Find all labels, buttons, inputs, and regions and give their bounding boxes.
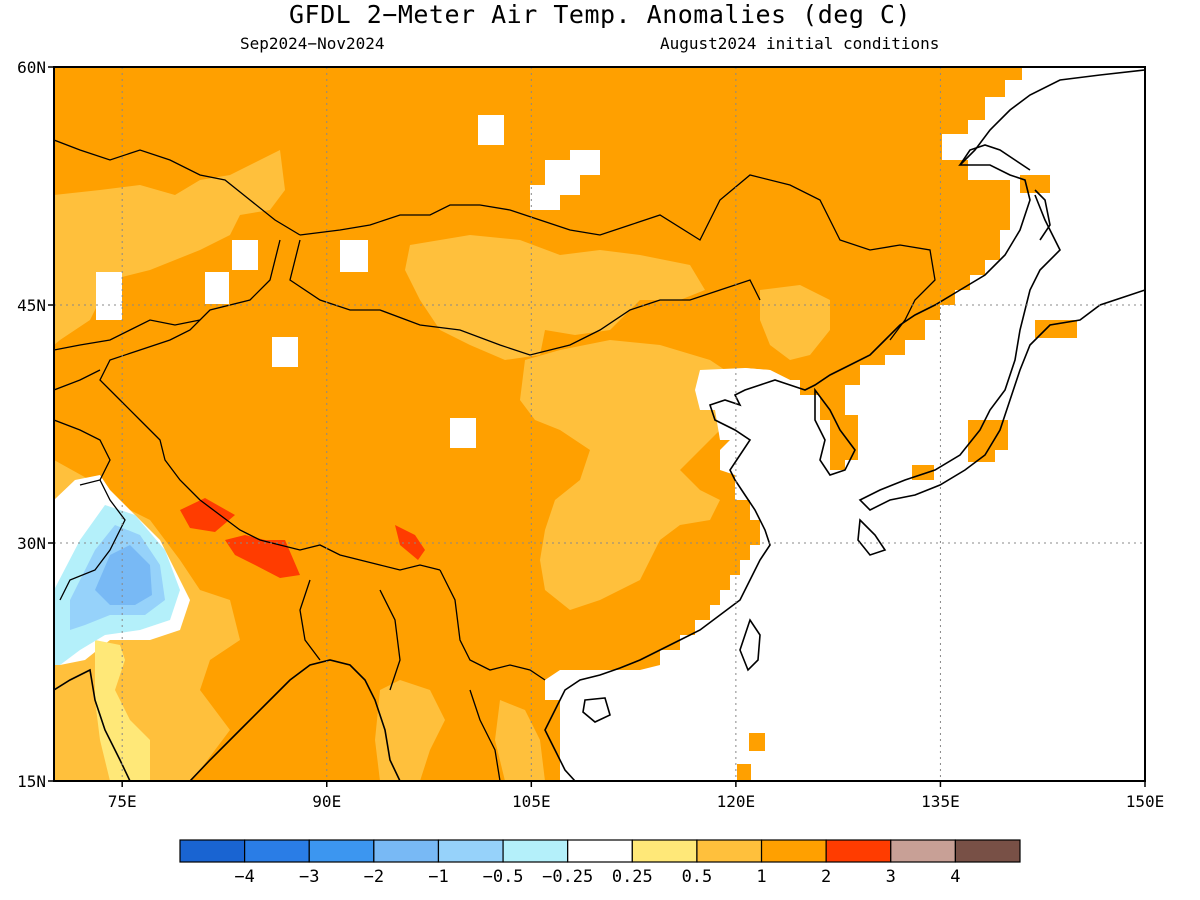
light-anomaly-china [520,340,740,610]
coastline-okhotsk [959,144,1031,171]
coastline-sakhalin [1034,189,1051,241]
colorbar-swatch [437,839,504,863]
border-india-pakistan [59,479,126,601]
lat-tick-label: 30N [17,534,46,553]
mask-lop [272,337,298,367]
coastline-east-asia [544,69,1145,781]
border-himalaya [199,499,441,571]
colorbar-swatch [825,839,892,863]
coastline-kyushu [857,518,887,556]
mask-issyk [232,240,258,270]
colorbar-label: 3 [886,867,896,887]
hot-anomaly-nepal [180,498,235,532]
colorbar-label: −4 [234,867,254,887]
lon-tick-label: 90E [312,792,341,811]
lon-tick-label: 75E [108,792,137,811]
warm-patch-taiwan [749,733,765,751]
border-russia-mongolia [299,174,936,341]
warm-patch-japan [968,420,1008,462]
colorbar [179,839,1021,863]
light-anomaly-manchuria [760,285,830,360]
lon-tick-label: 135E [921,792,960,811]
warm-patch-hokkaido [1035,320,1077,338]
chart-title: GFDL 2−Meter Air Temp. Anomalies (deg C) [288,0,912,29]
lon-tick-label: 105E [512,792,551,811]
colorbar-swatch [373,839,440,863]
initial-conditions: August2024 initial conditions [660,34,940,53]
colorbar-label: 2 [821,867,831,887]
longitude-axis: 75E 90E 105E 120E 135E 150E [108,781,1165,811]
mask-khovsgol [478,115,504,145]
coastline-hainan [582,697,611,723]
colorbar-swatch [567,839,633,863]
light-anomaly-indochina [375,680,445,781]
border-central-asia [54,319,201,486]
colorbar-label: −2 [364,867,384,887]
colorbar-label: 0.25 [612,867,653,887]
colorbar-swatch [502,839,569,863]
light-anomaly-kazakhstan [54,150,285,345]
colorbar-swatch [890,839,956,863]
cool-anomaly-3 [95,545,152,605]
colorbar-swatch [308,839,375,863]
mask-uvs [340,240,368,272]
colorbar-swatch [179,839,246,863]
mask-bohai [695,368,800,440]
latitude-axis: 60N 45N 30N 15N [17,58,54,791]
colorbar-swatch [760,839,827,863]
border-china-mongolia [289,239,761,356]
colorbar-label: −3 [299,867,319,887]
plot-frame [53,66,1146,782]
border-russia-kazakhstan [54,139,301,236]
colorbar-label: −1 [428,867,448,887]
colorbar-labels: −4 −3 −2 −1 −0.5 −0.25 0.25 0.5 1 2 3 4 [234,867,960,887]
warm-anomaly-region [54,67,1022,781]
country-borders [54,139,936,781]
coastlines [54,69,1145,781]
forecast-period: Sep2024−Nov2024 [240,34,385,53]
colorbar-swatch [631,839,698,863]
mask-balkhash [96,272,122,320]
coastline-korea [814,387,856,476]
lon-tick-label: 150E [1126,792,1165,811]
light-anomaly-thailand [495,700,545,781]
mask-baikal [530,150,600,210]
mask-zaysan [205,272,229,304]
colorbar-label: 4 [950,867,960,887]
lat-tick-label: 15N [17,772,46,791]
border-china-west [99,239,281,501]
coastline-bay-of-bengal [189,659,401,781]
warm-patch-luzon [737,764,751,781]
colorbar-swatch [696,839,763,863]
lon-tick-label: 120E [717,792,756,811]
anomaly-field [54,67,1077,781]
colorbar-label: −0.25 [542,867,593,887]
mask-qinghai [450,418,476,448]
gridlines [54,67,1145,781]
colorbar-label: 0.5 [682,867,713,887]
lat-tick-label: 45N [17,296,46,315]
warm-patch-kyushu [912,465,934,480]
colorbar-swatch [954,839,1021,863]
coastline-japan [858,194,1145,511]
colorbar-label: 1 [756,867,766,887]
coastline-taiwan [739,618,761,672]
border-southeast-asia [299,569,546,781]
lat-tick-label: 60N [17,58,46,77]
colorbar-label: −0.5 [483,867,524,887]
coastline-india [54,668,131,781]
colorbar-swatch [244,839,310,863]
light-anomaly-mongolia [405,235,705,360]
